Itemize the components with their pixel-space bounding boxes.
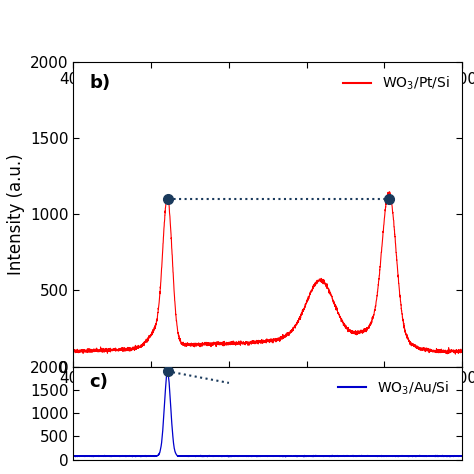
- Text: c): c): [89, 373, 108, 391]
- Y-axis label: Intensity (a.u.): Intensity (a.u.): [7, 154, 25, 275]
- Legend: WO$_3$/Pt/Si: WO$_3$/Pt/Si: [337, 69, 455, 98]
- Legend: WO$_3$/Au/Si: WO$_3$/Au/Si: [333, 374, 455, 402]
- Text: b): b): [89, 74, 110, 92]
- X-axis label: Raman shift (cm$^{-1}$): Raman shift (cm$^{-1}$): [187, 392, 349, 414]
- X-axis label: Raman shift (cm$^{-1}$): Raman shift (cm$^{-1}$): [187, 89, 349, 111]
